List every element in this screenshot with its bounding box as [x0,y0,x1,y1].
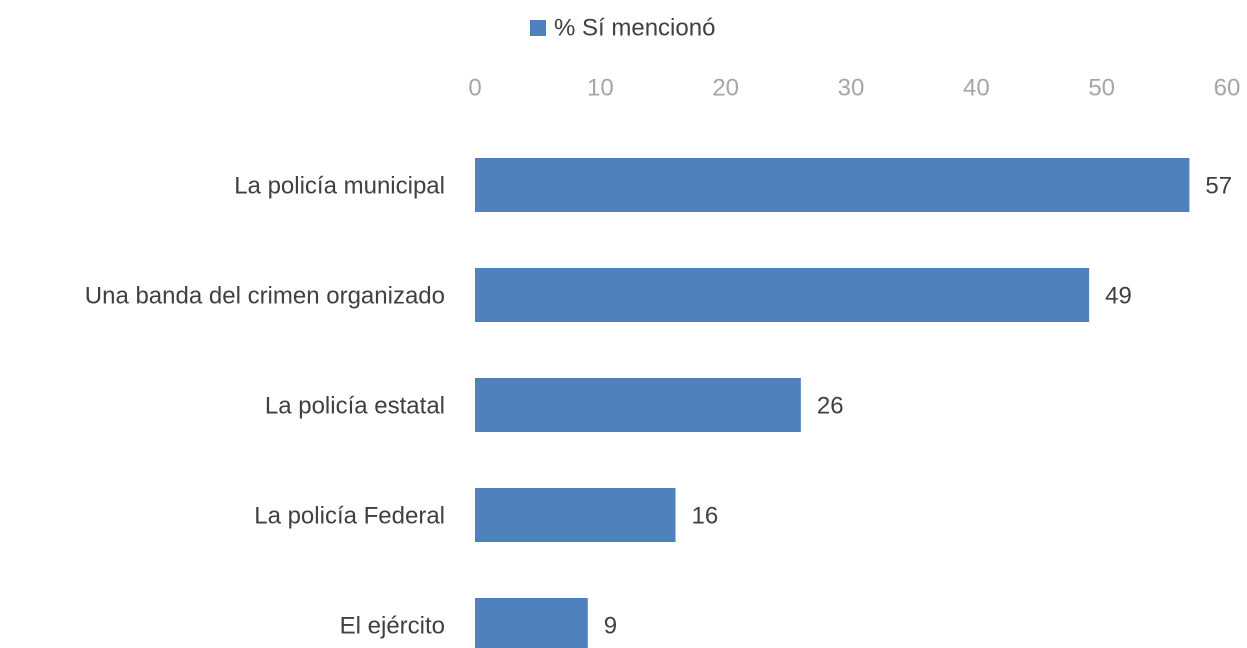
legend-label: % Sí mencionó [554,14,715,41]
x-tick-label: 30 [838,74,865,101]
value-label: 26 [817,392,844,419]
x-tick-label: 50 [1088,74,1115,101]
value-label: 49 [1105,282,1132,309]
x-tick-label: 10 [587,74,614,101]
x-tick-label: 20 [712,74,739,101]
y-tick-label: La policía estatal [265,392,445,419]
y-tick-label: La policía municipal [234,172,445,199]
value-label: 16 [692,502,719,529]
bar [475,158,1190,212]
x-tick-label: 40 [963,74,990,101]
bar [475,488,676,542]
bar [475,598,588,648]
x-tick-label: 60 [1214,74,1241,101]
legend-swatch [530,20,546,36]
x-tick-label: 0 [468,74,481,101]
value-label: 57 [1205,172,1232,199]
y-tick-label: Una banda del crimen organizado [85,282,445,309]
bar [475,268,1090,322]
value-label: 9 [604,612,617,639]
y-tick-label: La policía Federal [254,502,445,529]
y-tick-label: El ejército [340,612,445,639]
bar [475,378,801,432]
